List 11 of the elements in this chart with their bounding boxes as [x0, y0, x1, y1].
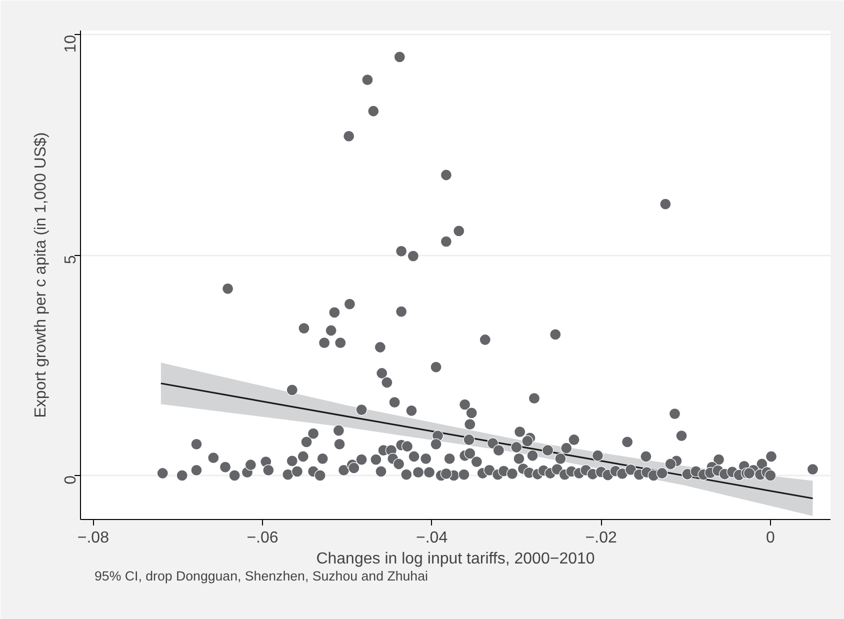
x-tick-label: −.02 — [585, 530, 617, 546]
y-tick-label: 0 — [62, 475, 80, 484]
text: 95% CI, drop Dongguan, Shenzhen, Suzhou and Zhuhai — [94, 568, 428, 584]
y-tick-label: 5 — [62, 255, 80, 264]
x-tick-label: −.04 — [416, 530, 448, 546]
y-tick-label: 10 — [62, 34, 80, 53]
x-tick-label: 0 — [766, 530, 775, 546]
x-axis-title: Changes in log input tariffs, 2000−2010 — [316, 550, 595, 568]
y-axis-title: Export growth per c apita (in 1,000 US$) — [32, 132, 50, 418]
x-tick-label: −.08 — [77, 530, 110, 546]
x-tick-label: −.06 — [246, 530, 278, 546]
